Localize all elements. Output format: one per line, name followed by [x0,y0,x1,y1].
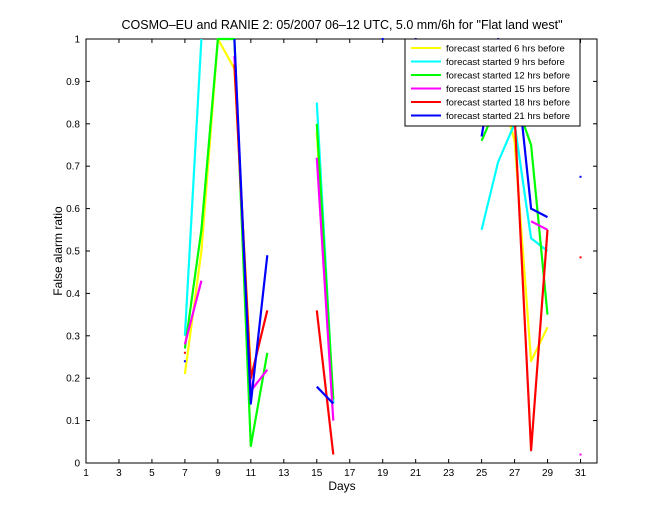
legend-entry: forecast started 9 hrs before [446,57,565,68]
data-point [579,453,582,456]
x-tick-label: 7 [182,468,188,479]
data-point [579,256,582,259]
y-axis-title: False alarm ratio [51,206,65,296]
legend-box [404,38,581,127]
y-tick-label: 0.3 [66,331,80,342]
y-tick-label: 0.7 [66,162,80,173]
y-tick-label: 1 [74,35,80,46]
x-tick-label: 3 [116,468,122,479]
data-point [183,360,186,363]
x-tick-label: 27 [509,468,521,479]
y-tick-label: 0.1 [66,416,80,427]
data-point [579,175,582,178]
chart-title: COSMO–EU and RANIE 2: 05/2007 06–12 UTC,… [121,18,562,32]
x-tick-label: 21 [410,468,422,479]
y-tick-label: 0.9 [66,77,80,88]
x-tick-label: 19 [377,468,389,479]
legend-entry: forecast started 6 hrs before [446,44,565,55]
x-tick-label: 9 [215,468,221,479]
legend-entry: forecast started 15 hrs before [446,84,570,95]
y-tick-label: 0.5 [66,247,80,258]
y-tick-label: 0.2 [66,374,80,385]
x-tick-label: 15 [311,468,323,479]
x-tick-label: 31 [575,468,587,479]
y-axis-ticks: 0 0.1 0.2 0.3 0.4 0.5 0.6 0.7 0.8 0.9 1 [66,35,597,470]
data-point [381,38,384,40]
y-tick-label: 0.4 [66,289,80,300]
x-axis-ticks: 1 3 5 7 9 11 13 15 17 19 21 23 25 27 29 31 [83,39,587,479]
legend-entry: forecast started 18 hrs before [446,98,570,109]
x-tick-label: 17 [344,468,356,479]
y-tick-label: 0.6 [66,204,80,215]
y-tick-label: 0.8 [66,119,80,130]
x-axis-title: Days [328,479,355,493]
x-tick-label: 25 [476,468,488,479]
data-point [183,351,186,354]
x-tick-label: 11 [246,468,257,479]
legend-entry: forecast started 12 hrs before [446,71,570,82]
x-tick-label: 13 [278,468,290,479]
y-tick-label: 0 [74,459,80,470]
x-tick-label: 29 [542,468,554,479]
x-tick-label: 23 [443,468,455,479]
legend: forecast started 6 hrs before forecast st… [404,38,581,127]
x-tick-label: 5 [149,468,155,479]
x-tick-label: 1 [83,468,89,479]
legend-entry: forecast started 21 hrs before [446,111,570,122]
